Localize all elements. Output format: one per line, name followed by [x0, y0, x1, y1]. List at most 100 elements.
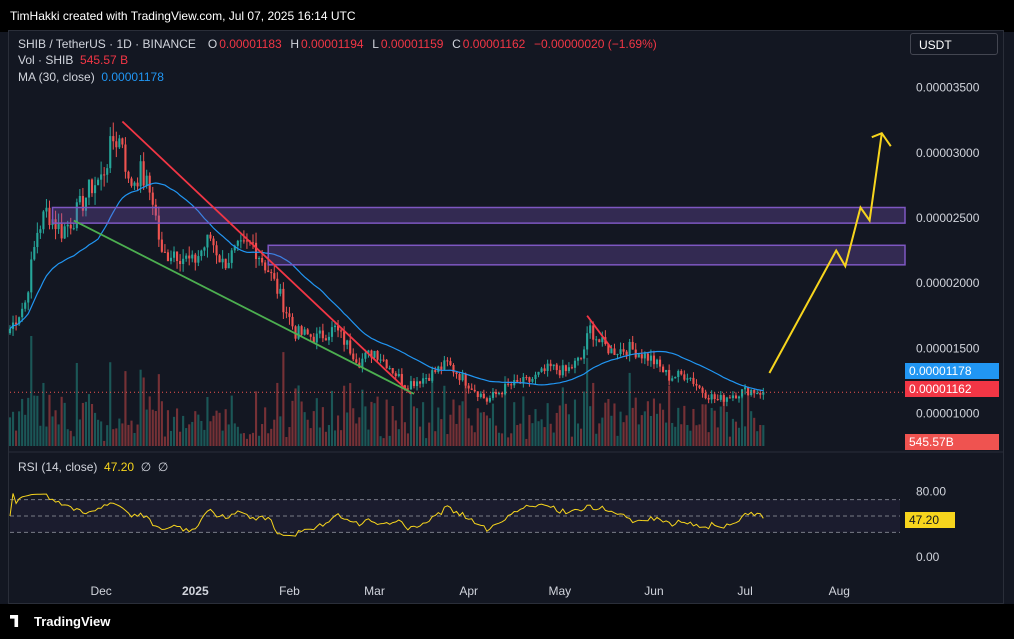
- candle: [628, 341, 631, 356]
- candle: [655, 359, 659, 365]
- volume-bar: [60, 396, 63, 446]
- volume-bar: [476, 408, 479, 446]
- volume-bar: [172, 416, 176, 446]
- volume-bar: [340, 430, 343, 446]
- candle: [400, 373, 403, 386]
- volume-bar: [519, 423, 522, 446]
- top-bar: TimHakki created with TradingView.com, J…: [0, 0, 1014, 32]
- volume-bar: [242, 433, 245, 446]
- rsi-axis-tick: 0.00: [916, 550, 940, 564]
- credit-text: TimHakki created with TradingView.com, J…: [10, 9, 356, 23]
- candle: [300, 326, 303, 335]
- volume-bar: [510, 433, 513, 446]
- currency-button[interactable]: USDT: [910, 33, 998, 55]
- volume-bar: [379, 436, 382, 446]
- volume-bar: [388, 435, 391, 446]
- candle: [157, 215, 160, 240]
- candle: [528, 377, 531, 382]
- candle: [422, 378, 425, 384]
- candle: [273, 273, 276, 279]
- volume-bar: [622, 422, 625, 446]
- candle: [677, 370, 680, 378]
- volume-bar: [725, 411, 728, 446]
- candle: [261, 257, 264, 263]
- tradingview-logo[interactable]: TradingView: [10, 614, 110, 629]
- rsi-value: 47.20: [104, 460, 135, 474]
- volume-legend[interactable]: Vol · SHIB 545.57 B: [18, 53, 128, 67]
- volume-bar: [376, 396, 379, 446]
- candle: [692, 377, 695, 384]
- volume-bar: [285, 436, 288, 446]
- volume-bar: [701, 404, 704, 446]
- candle: [388, 368, 391, 370]
- volume-bar: [367, 429, 370, 446]
- rsi-flag-1: ∅: [140, 460, 152, 474]
- volume-bar: [607, 398, 610, 446]
- volume-bar: [157, 374, 160, 446]
- volume-bar: [634, 397, 637, 446]
- volume-bar: [552, 432, 555, 446]
- candle: [364, 352, 367, 359]
- volume-bar: [267, 433, 270, 446]
- resistance-zone: [267, 244, 906, 266]
- ma-legend[interactable]: MA (30, close) 0.00001178: [18, 70, 164, 84]
- volume-bar: [124, 371, 127, 446]
- volume-bar: [282, 352, 285, 446]
- candle: [45, 207, 48, 212]
- candle: [81, 195, 84, 211]
- candle: [297, 326, 300, 339]
- candle: [579, 357, 583, 359]
- candle: [151, 192, 154, 205]
- symbol-name[interactable]: SHIB / TetherUS · 1D · BINANCE: [18, 37, 196, 51]
- candle: [701, 387, 704, 394]
- volume-bar: [431, 374, 434, 446]
- volume-bar: [291, 400, 294, 446]
- candle: [479, 393, 482, 398]
- volume-bar: [598, 423, 601, 446]
- candle: [242, 240, 245, 242]
- time-axis-tick: May: [548, 584, 571, 598]
- volume-bar: [583, 391, 586, 446]
- candle: [446, 360, 449, 362]
- candle: [8, 328, 12, 334]
- candle: [762, 392, 765, 395]
- candle: [172, 251, 176, 258]
- candle: [637, 354, 640, 358]
- candle: [722, 395, 725, 402]
- volume-bar: [209, 421, 212, 446]
- candle: [324, 338, 327, 341]
- volume-bar: [570, 436, 574, 446]
- candle: [394, 373, 397, 377]
- candle: [649, 355, 652, 361]
- high-label: H: [290, 37, 300, 51]
- volume-bar: [121, 423, 124, 446]
- candle: [333, 325, 337, 328]
- low-value: 0.00001159: [380, 37, 444, 51]
- candle: [680, 370, 683, 375]
- rsi-legend[interactable]: RSI (14, close) 47.20 ∅ ∅: [18, 460, 168, 474]
- volume-bar: [227, 424, 230, 446]
- footer-bar: TradingView: [0, 604, 1014, 639]
- candle: [191, 254, 194, 259]
- candle: [361, 358, 364, 368]
- candle: [349, 340, 352, 354]
- volume-bar: [115, 428, 118, 446]
- volume-bar: [628, 372, 631, 446]
- volume-bar: [206, 396, 209, 446]
- close-value: 0.00001162: [462, 37, 526, 51]
- volume-bar: [689, 430, 692, 446]
- volume-bar: [270, 428, 273, 446]
- candle: [355, 359, 358, 363]
- volume-bar: [501, 433, 504, 446]
- candle: [640, 354, 643, 359]
- volume-bar: [573, 399, 577, 446]
- volume-bar: [537, 421, 540, 446]
- candle: [631, 341, 634, 350]
- candle: [534, 374, 537, 379]
- volume-bar: [704, 404, 707, 446]
- volume-bar: [97, 419, 100, 446]
- volume-bar: [467, 418, 470, 446]
- volume-bar: [346, 412, 349, 446]
- volume-bar: [45, 426, 48, 446]
